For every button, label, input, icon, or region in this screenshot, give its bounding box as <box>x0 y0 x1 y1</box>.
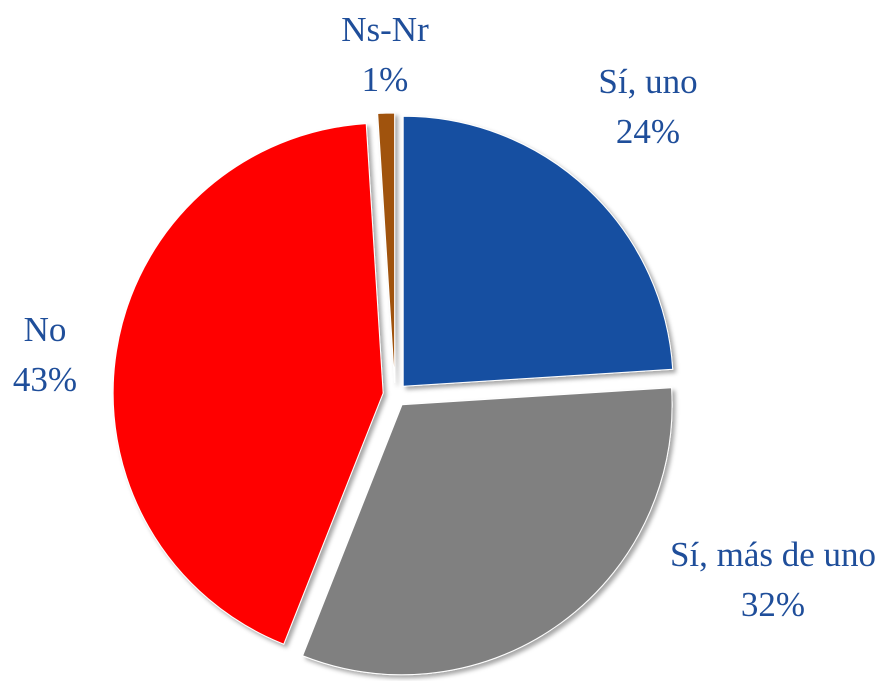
value-label: 32% <box>740 585 806 624</box>
pie-slice <box>302 387 673 676</box>
pie <box>112 112 674 676</box>
category-name: Sí, más de uno <box>669 535 877 574</box>
category-name: No <box>23 310 67 349</box>
category-name: Sí, uno <box>598 62 698 101</box>
slice-label: No 43% <box>0 305 95 405</box>
slice-label: Sí, uno 24% <box>548 57 748 157</box>
pie-slice <box>402 115 674 387</box>
value-label: 43% <box>12 360 78 399</box>
value-label: 1% <box>361 60 409 99</box>
slice-label: Ns-Nr 1% <box>305 5 465 105</box>
category-name: Ns-Nr <box>341 10 429 49</box>
pie-slice <box>112 123 384 645</box>
value-label: 24% <box>615 112 681 151</box>
slice-label: Sí, más de uno 32% <box>657 530 889 630</box>
pie-slice <box>377 112 396 384</box>
